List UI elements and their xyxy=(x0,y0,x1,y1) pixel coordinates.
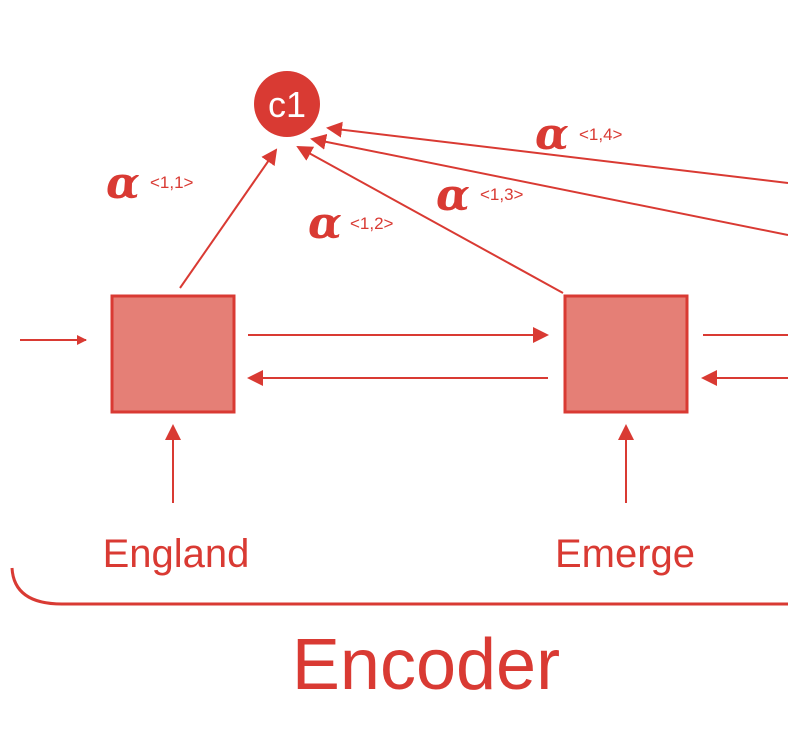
alpha-superscript: <1,1> xyxy=(150,173,194,192)
alpha-symbol: α xyxy=(535,109,569,160)
word-label-england: England xyxy=(103,532,250,576)
alpha-symbol: α xyxy=(308,198,342,249)
encoder-label: Encoder xyxy=(292,625,560,705)
encoder-cell-2 xyxy=(563,294,689,414)
attention-arrow-1-2 xyxy=(296,146,564,294)
alpha-label-1-1: α <1,1> xyxy=(106,158,194,209)
encoder-brace xyxy=(10,567,788,606)
attention-arrow-1-4 xyxy=(326,121,788,184)
alpha-symbol: α xyxy=(106,158,140,209)
attention-arrow-1-3 xyxy=(310,133,788,236)
context-node-label: c1 xyxy=(268,84,306,125)
attention-arrow-1-1 xyxy=(179,148,278,289)
word-label-emerge: Emerge xyxy=(555,532,695,576)
context-node-c1 xyxy=(254,71,320,137)
alpha-label-1-4: α <1,4> xyxy=(535,109,623,160)
alpha-symbol: α xyxy=(436,170,470,221)
alpha-superscript: <1,4> xyxy=(579,125,623,144)
alpha-label-1-2: α <1,2> xyxy=(308,198,394,249)
alpha-superscript: <1,3> xyxy=(480,185,524,204)
alpha-superscript: <1,2> xyxy=(350,214,394,233)
encoder-cell-1 xyxy=(110,294,236,414)
alpha-label-1-3: α <1,3> xyxy=(436,170,524,221)
